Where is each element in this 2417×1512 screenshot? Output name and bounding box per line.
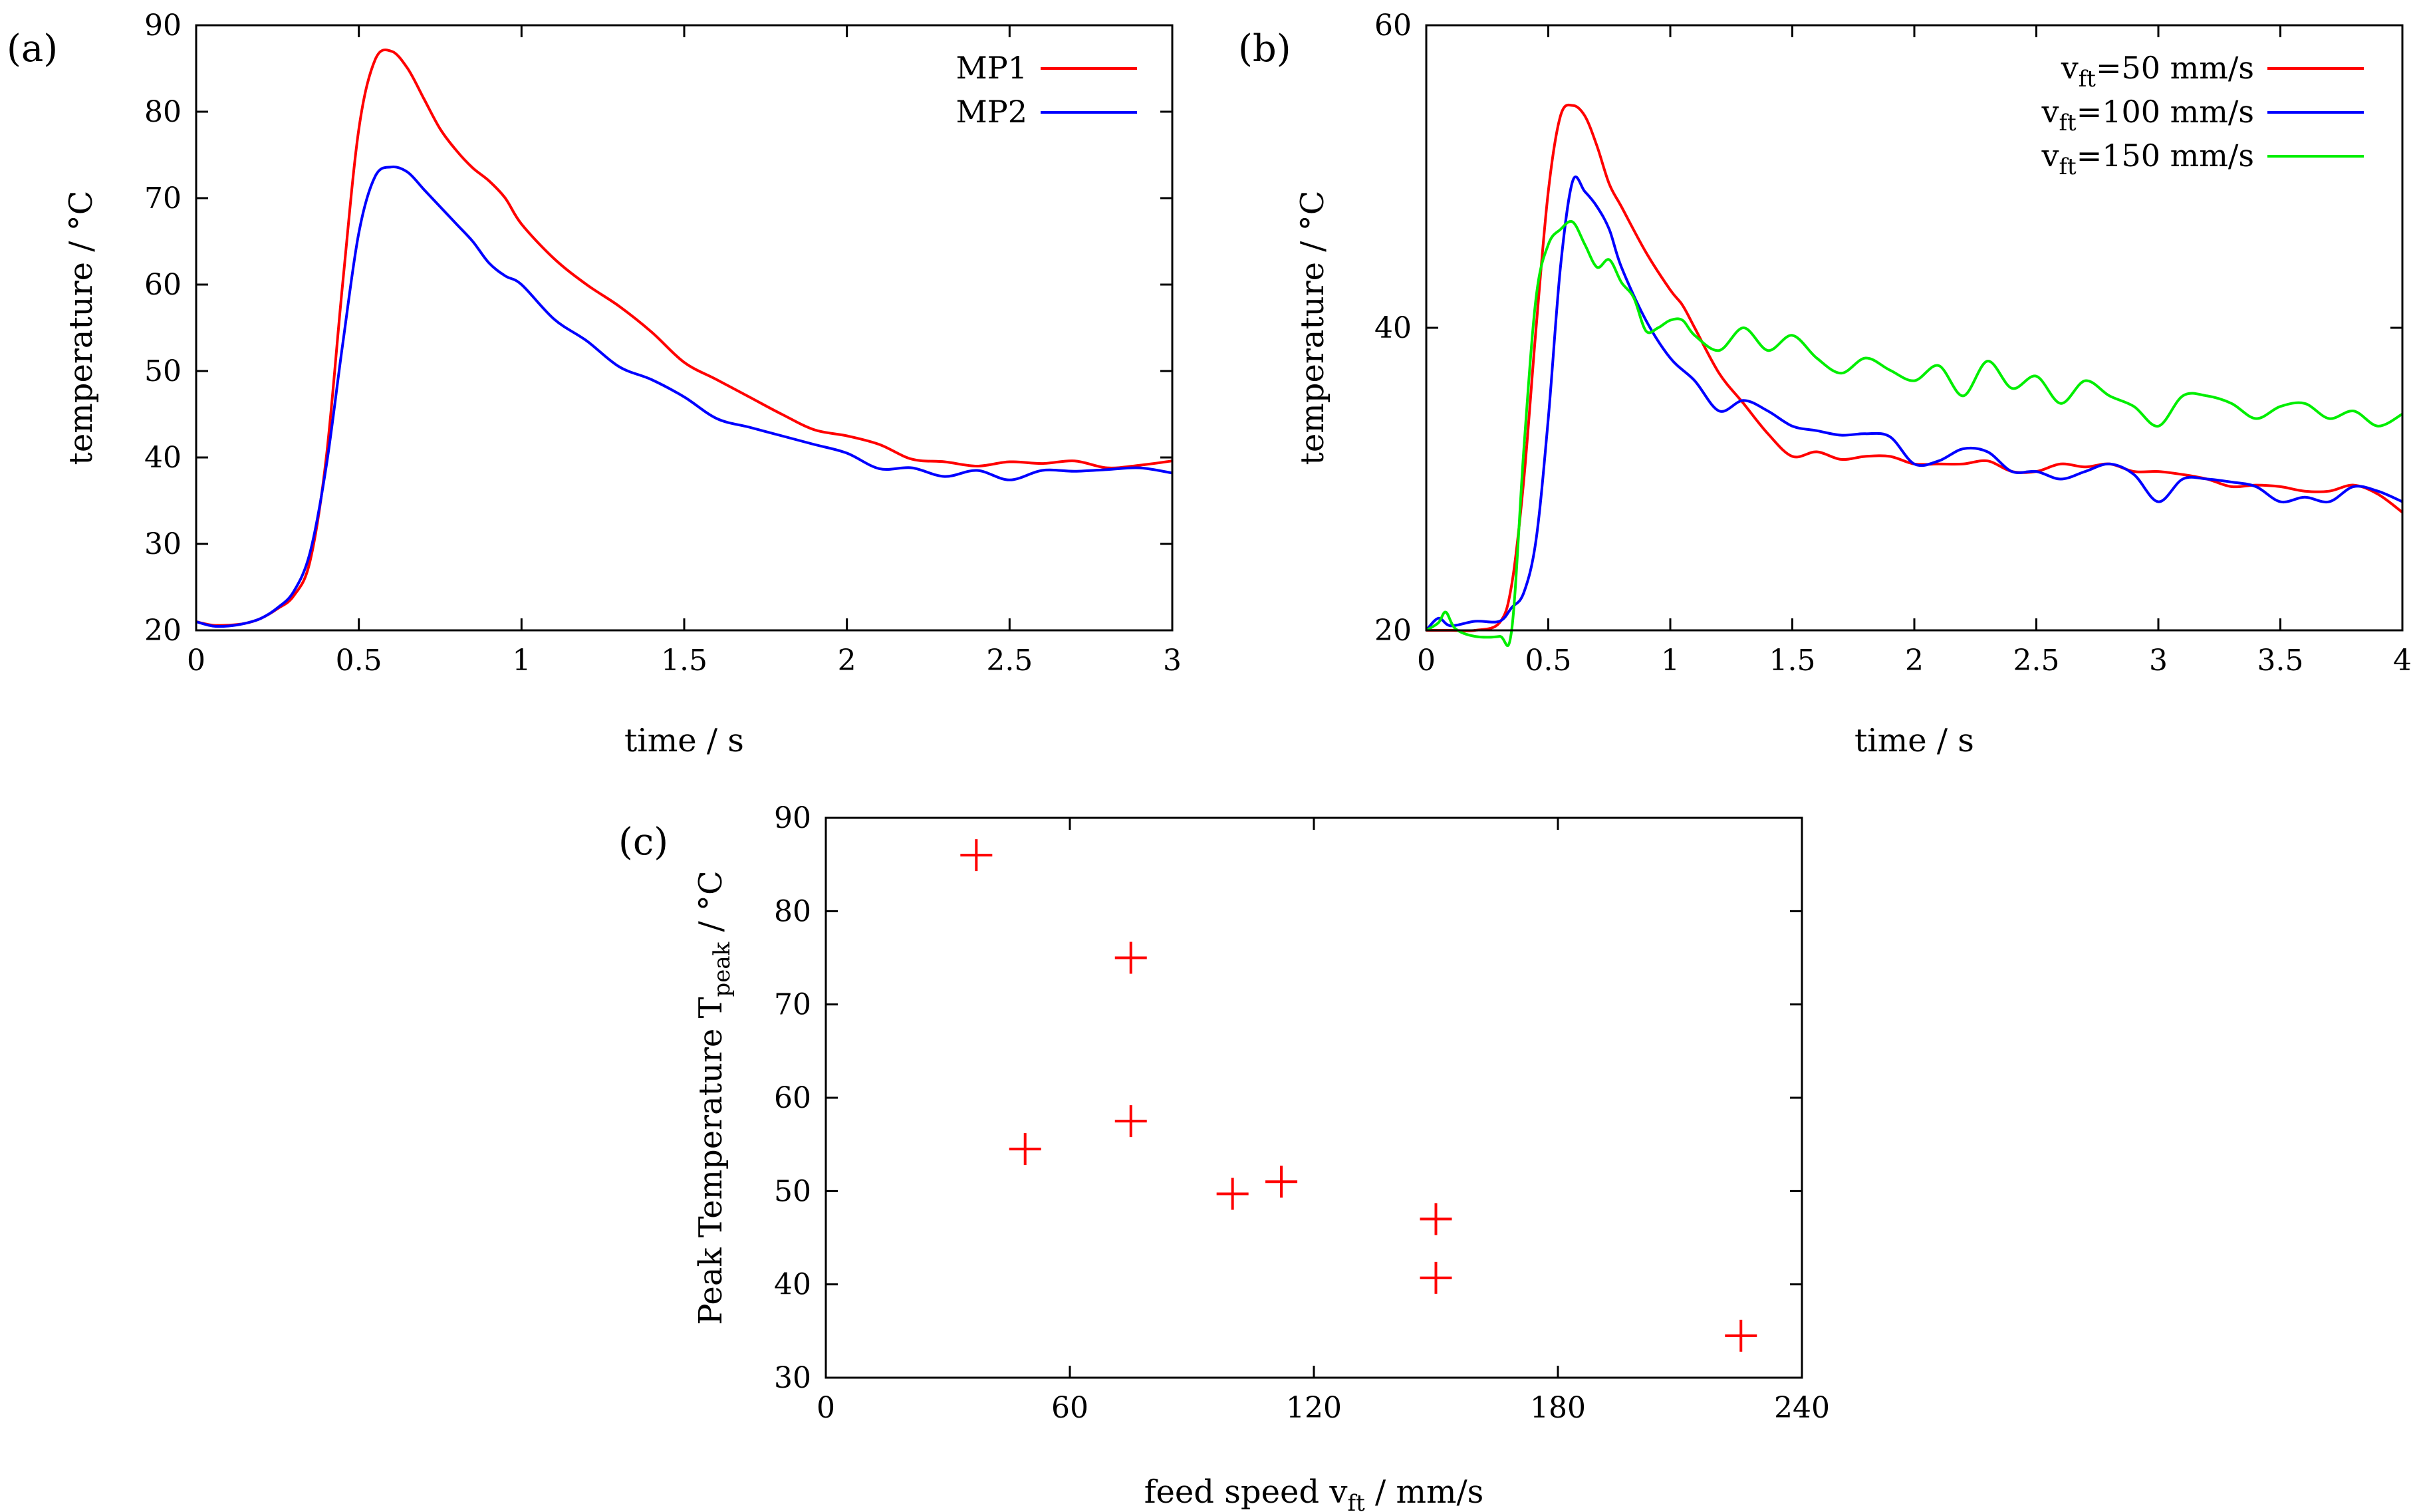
panel-a-series-line-1: [195, 49, 1173, 627]
panel-b-y-axis-label: temperature / °C: [1294, 191, 1331, 465]
panel-b-series-line-2: [1425, 175, 2403, 632]
panel-b-legend: vft=50 mm/s vft=100 mm/s vft=150 mm/s: [2041, 50, 2364, 180]
panel-c-y-tick-label: 80: [774, 894, 811, 928]
panel-b-y-tick-label: 60: [1374, 9, 1412, 43]
panel-a-x-tick-label: 1: [512, 644, 531, 678]
scatter-point: [1420, 1203, 1452, 1235]
legend-label-mp1: MP1: [956, 50, 1027, 86]
scatter-point: [1114, 1105, 1147, 1138]
panel-c-x-axis-label: feed speed vft / mm/s: [1144, 1473, 1484, 1512]
panel-c-x-tick-label: 0: [817, 1391, 835, 1425]
panel-b-x-tick-label: 1.5: [1769, 644, 1816, 678]
panel-a-y-axis-label: temperature / °C: [63, 191, 100, 465]
panel-c-chart: (c) 0 60 120 180 240 30 40 50 60 70 80 90 feed spee…: [618, 801, 1830, 1512]
panel-b-y-tick-label: 40: [1374, 311, 1412, 345]
legend-label-vft-150: vft=150 mm/s: [2041, 138, 2254, 180]
panel-a-y-tick-label: 30: [144, 527, 182, 561]
panel-b-x-tick-label: 1: [1661, 644, 1680, 678]
panel-a-y-tick-label: 90: [144, 9, 182, 43]
scatter-point: [1009, 1133, 1041, 1166]
panel-c-y-tick-label: 60: [774, 1081, 811, 1115]
panel-b-plot-frame: [1425, 24, 2404, 632]
panel-a-y-tick-label: 40: [144, 441, 182, 475]
panel-a-x-tick-label: 2.5: [986, 644, 1033, 678]
legend-label-mp2: MP2: [956, 94, 1027, 130]
panel-b-x-tick-label: 2: [1905, 644, 1924, 678]
legend-label-vft-50: vft=50 mm/s: [2061, 50, 2254, 92]
scatter-point: [1725, 1319, 1757, 1352]
panel-b-chart: (b) 0 0.5 1 1.5 2 2.5 3 3.5 4 20 40 60 time / s tem…: [1238, 9, 2412, 759]
panel-b-x-tick-label: 3.5: [2257, 644, 2304, 678]
panel-c-x-tick-label: 120: [1286, 1391, 1342, 1425]
scatter-point: [1114, 942, 1147, 974]
panel-b-x-tick-label: 0.5: [1525, 644, 1572, 678]
scatter-point: [1216, 1178, 1249, 1210]
scatter-point: [1420, 1261, 1452, 1294]
panel-c-y-tick-label: 90: [774, 801, 811, 835]
panel-c-y-tick-label: 30: [774, 1361, 811, 1395]
panel-c-y-tick-label: 70: [774, 988, 811, 1022]
panel-a-chart: (a) 0 0.5 1 1.5 2 2.5 3 20 30 40 50 60 70 80 90 time /…: [7, 9, 1182, 759]
panel-a-x-tick-label: 0.5: [336, 644, 382, 678]
panel-a-x-tick-label: 3: [1163, 644, 1182, 678]
panel-a-y-tick-label: 50: [144, 354, 182, 388]
panel-b-x-tick-label: 4: [2393, 644, 2412, 678]
scatter-point: [960, 839, 993, 872]
panel-a-x-tick-label: 2: [838, 644, 856, 678]
panel-a-label: (a): [7, 27, 58, 70]
scatter-point: [1265, 1166, 1298, 1198]
panel-a-series-line-2: [195, 165, 1173, 628]
panel-a-y-tick-label: 60: [144, 268, 182, 302]
panel-a-y-tick-label: 80: [144, 95, 182, 129]
panel-a-x-tick-label: 0: [187, 644, 205, 678]
panel-c-y-tick-label: 40: [774, 1268, 811, 1302]
panel-c-plot-frame: [825, 817, 1803, 1379]
panel-b-series-line-3: [1425, 219, 2404, 648]
panel-c-y-tick-label: 50: [774, 1174, 811, 1208]
panel-b-x-tick-label: 2.5: [2013, 644, 2060, 678]
panel-b-x-axis-label: time / s: [1854, 722, 1974, 759]
panel-b-x-tick-label: 3: [2149, 644, 2168, 678]
panel-c-x-tick-label: 60: [1051, 1391, 1088, 1425]
panel-c-x-tick-label: 240: [1774, 1391, 1830, 1425]
panel-c-x-tick-label: 180: [1530, 1391, 1586, 1425]
panel-b-label: (b): [1238, 27, 1291, 70]
panel-a-legend: MP1 MP2: [956, 50, 1137, 130]
panel-a-y-tick-label: 20: [144, 614, 182, 648]
panel-a-x-tick-label: 1.5: [661, 644, 707, 678]
panel-b-y-tick-label: 20: [1374, 614, 1412, 648]
panel-c-y-axis-label: Peak Temperature Tpeak / °C: [692, 870, 735, 1324]
panel-a-x-axis-label: time / s: [624, 722, 744, 759]
panel-b-x-tick-label: 0: [1417, 644, 1436, 678]
panel-a-y-tick-label: 70: [144, 182, 182, 215]
panel-c-label: (c): [618, 820, 668, 864]
legend-label-vft-100: vft=100 mm/s: [2041, 94, 2254, 136]
